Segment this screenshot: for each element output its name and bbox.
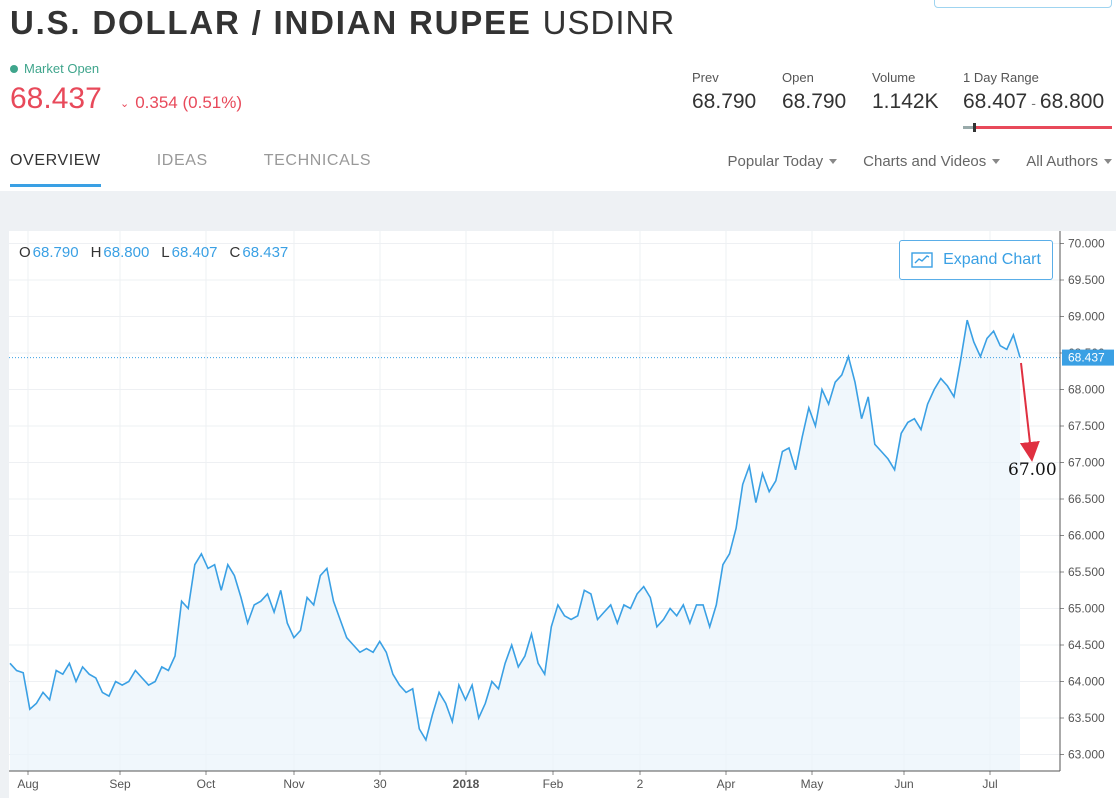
price-change: ⌄ 0.354 (0.51%)	[120, 93, 242, 113]
ohlc-high: H 68.800	[91, 244, 150, 261]
range-high: 68.800	[1039, 90, 1105, 113]
tab-bar: OVERVIEW IDEAS TECHNICALS	[10, 152, 427, 187]
x-tick-label: May	[801, 777, 824, 791]
ohlc-high-label: H	[90, 244, 102, 261]
stat-open-value: 68.790	[782, 90, 847, 113]
y-tick-label: 64.000	[1068, 675, 1105, 689]
filter-all-authors[interactable]: All Authors	[1026, 153, 1112, 170]
line-chart-icon	[911, 252, 933, 268]
y-tick-label: 69.000	[1068, 310, 1105, 324]
chevron-down-icon	[992, 159, 1001, 164]
ohlc-low-value: 68.407	[171, 244, 218, 261]
x-tick-label: Nov	[283, 777, 304, 791]
instrument-name: U.S. DOLLAR / INDIAN RUPEE	[10, 4, 532, 41]
ohlc-legend: O 68.790 H 68.800 L 68.407 C 68.437	[19, 244, 288, 261]
chevron-down-icon: ⌄	[120, 97, 130, 110]
y-tick-label: 65.000	[1068, 602, 1105, 616]
day-range-bar-track	[963, 126, 975, 129]
chevron-down-icon	[829, 159, 838, 164]
current-price-tag	[1062, 349, 1114, 366]
stat-prev-label: Prev	[692, 70, 719, 85]
x-tick-label: 2018	[453, 777, 480, 791]
filter-popular-today[interactable]: Popular Today	[728, 153, 838, 170]
x-tick-label: Jul	[982, 777, 997, 791]
day-range-bar	[963, 123, 1112, 132]
price-line	[9, 319, 1021, 742]
ticker-symbol: USDINR	[542, 4, 676, 41]
filter-charts-and-videos-label: Charts and Videos	[863, 153, 987, 170]
tab-overview[interactable]: OVERVIEW	[10, 152, 101, 187]
stat-prev: Prev 68.790	[692, 70, 756, 114]
page-title: U.S. DOLLAR / INDIAN RUPEE USDINR	[10, 4, 675, 42]
x-tick-label: Oct	[197, 777, 216, 791]
stat-prev-value: 68.790	[692, 90, 757, 113]
annotation-label: 67.00	[1008, 460, 1057, 480]
y-tick-label: 69.500	[1068, 273, 1105, 287]
y-tick-label: 63.500	[1068, 711, 1105, 725]
x-tick-label: Sep	[109, 777, 131, 791]
filter-bar: Popular Today Charts and Videos All Auth…	[728, 153, 1112, 170]
x-tick-label: 2	[637, 777, 644, 791]
x-tick-label: Jun	[894, 777, 913, 791]
expand-chart-button[interactable]: Expand Chart	[899, 240, 1053, 280]
filter-all-authors-label: All Authors	[1026, 153, 1098, 170]
stat-day-range-label: 1 Day Range	[963, 70, 1039, 85]
y-tick-label: 65.500	[1068, 565, 1105, 579]
y-tick-label: 66.500	[1068, 492, 1105, 506]
status-dot-icon	[10, 64, 18, 73]
x-tick-label: Feb	[543, 777, 564, 791]
market-status: Market Open	[10, 61, 99, 76]
stat-day-range-value: 68.407-68.800	[963, 90, 1104, 114]
ohlc-close-label: C	[229, 244, 241, 261]
y-tick-label: 63.000	[1068, 748, 1105, 762]
chevron-down-icon	[1104, 159, 1112, 164]
ohlc-close-value: 68.437	[242, 244, 289, 261]
annotation-arrow	[1019, 362, 1040, 462]
filter-charts-and-videos[interactable]: Charts and Videos	[863, 153, 1001, 170]
y-tick-label: 66.000	[1068, 529, 1105, 543]
ohlc-low-label: L	[161, 244, 170, 261]
stat-day-range: 1 Day Range 68.407-68.800	[963, 70, 1104, 114]
y-tick-label: 67.500	[1068, 419, 1105, 433]
day-range-marker	[973, 123, 976, 132]
market-status-label: Market Open	[24, 61, 100, 76]
last-price: 68.437	[10, 82, 102, 115]
stat-volume: Volume 1.142K	[872, 70, 939, 114]
ohlc-high-value: 68.800	[103, 244, 150, 261]
price-change-value: 0.354 (0.51%)	[135, 93, 243, 112]
y-tick-label: 68.000	[1068, 383, 1105, 397]
top-right-button[interactable]	[934, 0, 1112, 8]
ohlc-open-label: O	[19, 244, 31, 261]
range-low: 68.407	[963, 90, 1028, 113]
y-tick-label: 67.000	[1068, 456, 1105, 470]
current-price-tag-label: 68.437	[1068, 351, 1105, 365]
tab-ideas[interactable]: IDEAS	[156, 152, 208, 169]
ohlc-open: O 68.790	[19, 244, 79, 261]
stat-volume-label: Volume	[872, 70, 916, 85]
x-tick-label: Aug	[17, 777, 38, 791]
stat-volume-value: 1.142K	[872, 90, 939, 113]
x-tick-label: Apr	[717, 777, 736, 791]
ohlc-low: L 68.407	[161, 244, 217, 261]
ohlc-close: C 68.437	[230, 244, 289, 261]
filter-popular-today-label: Popular Today	[727, 153, 824, 170]
y-tick-label: 70.000	[1068, 237, 1105, 251]
stat-open-label: Open	[782, 70, 814, 85]
expand-chart-label: Expand Chart	[943, 251, 1041, 268]
ohlc-open-value: 68.790	[32, 244, 79, 261]
tab-technicals[interactable]: TECHNICALS	[263, 152, 372, 169]
stat-open: Open 68.790	[782, 70, 846, 114]
price-area-fill	[10, 320, 1020, 771]
range-separator: -	[1031, 95, 1036, 111]
x-tick-label: 30	[373, 777, 387, 791]
y-tick-label: 64.500	[1068, 638, 1105, 652]
